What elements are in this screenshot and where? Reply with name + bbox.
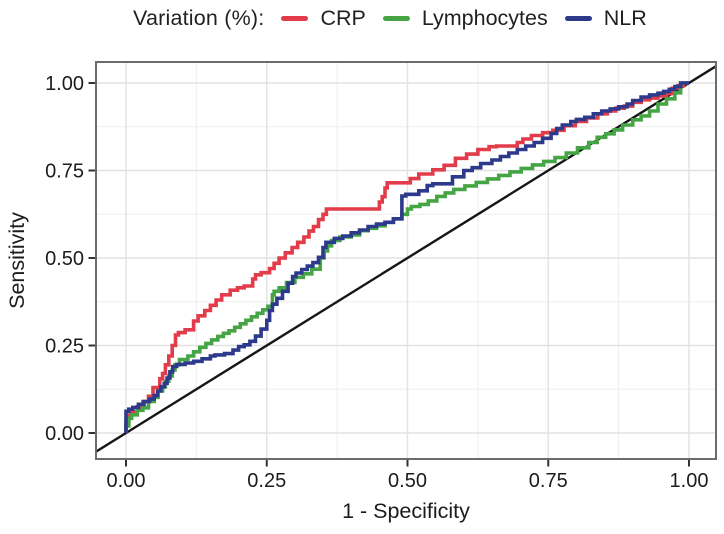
x-tick-label: 1.00 xyxy=(670,470,709,492)
legend-item-nlr: NLR xyxy=(564,5,647,31)
plot-panel xyxy=(96,62,716,459)
x-tick-label: 0.50 xyxy=(388,470,427,492)
legend-item-crp: CRP xyxy=(281,5,366,31)
y-tick-label: 1.00 xyxy=(45,73,84,95)
legend-swatch-crp xyxy=(281,15,309,21)
legend-label-nlr: NLR xyxy=(603,5,647,30)
legend-title: Variation (%): xyxy=(133,5,265,30)
legend-swatch-lymphocytes xyxy=(382,15,410,21)
roc-curve-nlr xyxy=(124,81,689,433)
legend-label-lymphocytes: Lymphocytes xyxy=(421,5,548,30)
y-tick-label: 0.50 xyxy=(45,248,84,270)
y-tick-label: 0.25 xyxy=(45,336,84,358)
legend-item-lymphocytes: Lymphocytes xyxy=(382,5,548,31)
legend: Variation (%): CRP Lymphocytes NLR xyxy=(133,2,647,34)
x-tick-label: 0.00 xyxy=(107,470,146,492)
y-tick-label: 0.00 xyxy=(45,423,84,445)
panel-border xyxy=(95,61,717,460)
x-tick-label: 0.75 xyxy=(529,470,568,492)
y-axis-title: Sensitivity xyxy=(5,212,29,309)
legend-swatch-nlr xyxy=(564,15,592,21)
y-tick-label: 0.75 xyxy=(45,161,84,183)
x-tick-label: 0.25 xyxy=(247,470,286,492)
legend-label-crp: CRP xyxy=(320,5,366,30)
x-axis-title: 1 - Specificity xyxy=(342,499,470,523)
